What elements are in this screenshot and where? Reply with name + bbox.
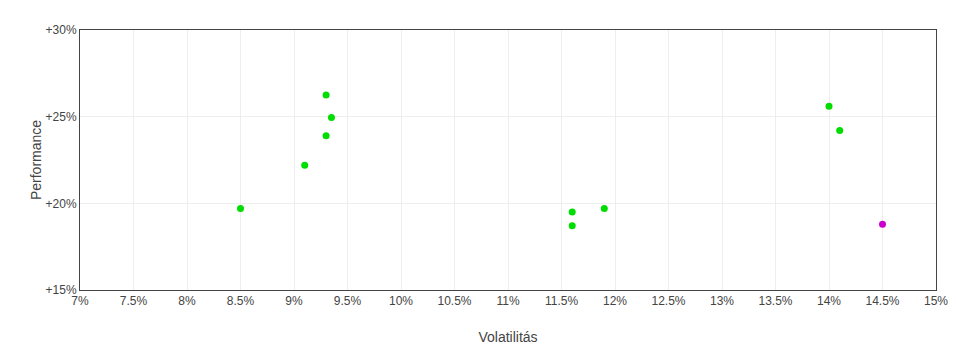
svg-text:8.5%: 8.5% bbox=[227, 294, 255, 308]
svg-text:+25%: +25% bbox=[46, 110, 77, 124]
svg-text:7.5%: 7.5% bbox=[120, 294, 148, 308]
svg-text:13.5%: 13.5% bbox=[758, 294, 792, 308]
svg-text:+20%: +20% bbox=[46, 197, 77, 211]
svg-text:14.5%: 14.5% bbox=[865, 294, 899, 308]
svg-text:Volatilitás: Volatilitás bbox=[478, 329, 537, 345]
svg-text:11%: 11% bbox=[496, 294, 519, 308]
svg-text:10.5%: 10.5% bbox=[437, 294, 471, 308]
svg-text:15%: 15% bbox=[924, 294, 948, 308]
svg-text:8%: 8% bbox=[178, 294, 196, 308]
svg-text:13%: 13% bbox=[710, 294, 734, 308]
svg-text:11.5%: 11.5% bbox=[545, 294, 578, 308]
svg-text:9.5%: 9.5% bbox=[334, 294, 362, 308]
svg-text:12.5%: 12.5% bbox=[651, 294, 685, 308]
svg-text:+15%: +15% bbox=[46, 283, 77, 297]
svg-text:7%: 7% bbox=[71, 294, 89, 308]
svg-text:9%: 9% bbox=[285, 294, 303, 308]
svg-text:12%: 12% bbox=[603, 294, 627, 308]
svg-text:10%: 10% bbox=[389, 294, 413, 308]
svg-text:+30%: +30% bbox=[46, 23, 77, 37]
svg-text:Performance: Performance bbox=[28, 120, 44, 200]
svg-text:14%: 14% bbox=[817, 294, 841, 308]
